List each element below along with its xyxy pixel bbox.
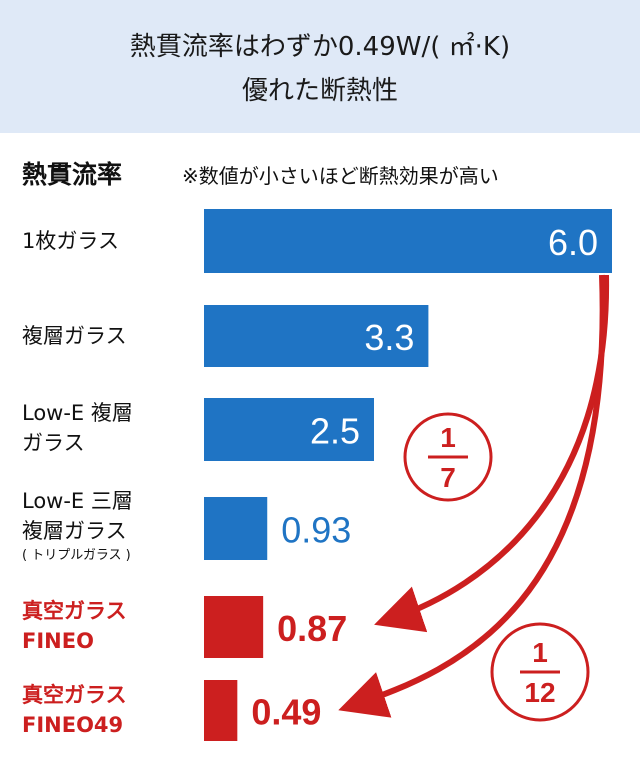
fraction-denominator-2: 12 bbox=[524, 677, 555, 708]
bar-1 bbox=[204, 209, 612, 273]
value-label-3: 2.5 bbox=[310, 411, 360, 452]
value-label-1: 6.0 bbox=[548, 222, 598, 263]
bar-3 bbox=[204, 398, 374, 461]
subheadline: 優れた断熱性 bbox=[241, 76, 398, 106]
chart-title: 熱貫流率 bbox=[22, 160, 123, 189]
fraction-numerator-2: 1 bbox=[532, 637, 548, 668]
arrow-to-fineo49 bbox=[338, 274, 606, 718]
bar-5 bbox=[204, 596, 264, 658]
category-label-5: 真空ガラス FINEO bbox=[22, 599, 127, 653]
headline: 熱貫流率はわずか0.49W/( ㎡·K) bbox=[129, 32, 511, 62]
category-label-3: Low-E 複層 ガラス bbox=[22, 401, 133, 455]
value-label-5: 0.87 bbox=[277, 608, 347, 649]
value-label-6: 0.49 bbox=[251, 692, 321, 733]
category-label-1: 1枚ガラス bbox=[22, 229, 119, 253]
category-label-6: 真空ガラス FINEO49 bbox=[22, 683, 127, 737]
fraction-denominator-1: 7 bbox=[440, 462, 456, 493]
bar-6 bbox=[204, 680, 238, 741]
header-banner: 熱貫流率はわずか0.49W/( ㎡·K) 優れた断熱性 bbox=[0, 0, 640, 133]
value-label-2: 3.3 bbox=[364, 317, 414, 358]
value-label-4: 0.93 bbox=[281, 510, 351, 551]
bar-4 bbox=[204, 497, 268, 560]
chart-note: ※数値が小さいほど断熱効果が高い bbox=[182, 164, 499, 188]
bar-2 bbox=[204, 305, 429, 367]
category-label-2: 複層ガラス bbox=[22, 324, 127, 348]
fraction-numerator-1: 1 bbox=[440, 422, 456, 453]
category-label-4: Low-E 三層 複層ガラス ( トリプルガラス ) bbox=[22, 489, 133, 563]
